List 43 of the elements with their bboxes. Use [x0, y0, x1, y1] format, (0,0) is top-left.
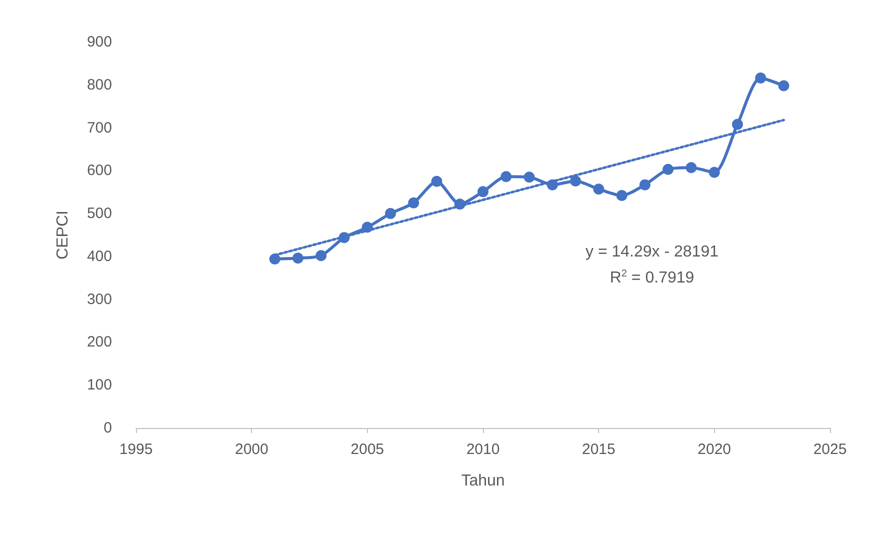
point	[524, 172, 535, 183]
x-tick-label: 2015	[582, 441, 616, 458]
point	[454, 198, 466, 210]
point	[732, 118, 743, 130]
point	[755, 72, 766, 84]
point	[431, 176, 442, 187]
y-tick-label: 200	[86, 334, 112, 351]
point	[546, 179, 558, 190]
x-tick-label: 2020	[698, 441, 732, 458]
y-tick-label: 500	[86, 205, 112, 222]
annotation: y = 14.29x - 28191	[586, 244, 719, 260]
y-tick-label: 800	[86, 76, 112, 94]
x-tick-label: 2005	[350, 441, 384, 458]
y-tick-label: 700	[86, 119, 112, 136]
point	[408, 197, 420, 208]
point	[778, 80, 790, 92]
x-tick-label: 2000	[234, 441, 268, 458]
point	[662, 164, 674, 175]
point	[686, 162, 697, 174]
point	[593, 184, 604, 195]
point	[570, 175, 582, 186]
point	[292, 252, 304, 264]
y-tick-label: 0	[104, 420, 112, 436]
y-tick-label: 100	[86, 376, 112, 394]
point	[708, 166, 720, 178]
y-tick-label: 900	[86, 34, 112, 50]
x-axis-title: Tahun	[461, 472, 505, 490]
y-tick-label: 400	[86, 248, 112, 265]
x-tick-label: 1995	[119, 441, 153, 458]
y-tick-label: 300	[86, 290, 112, 308]
x-tick-label: 2025	[813, 441, 847, 458]
point	[269, 254, 280, 265]
point	[639, 179, 650, 190]
point	[362, 222, 373, 233]
point	[384, 208, 396, 220]
y-tick-label: 600	[86, 162, 112, 180]
point	[478, 186, 488, 198]
point	[338, 232, 350, 244]
point	[500, 171, 512, 182]
point	[616, 190, 628, 202]
x-tick-label: 2010	[466, 441, 500, 458]
point	[316, 250, 327, 262]
y-axis-title: CEPCI	[54, 210, 72, 260]
